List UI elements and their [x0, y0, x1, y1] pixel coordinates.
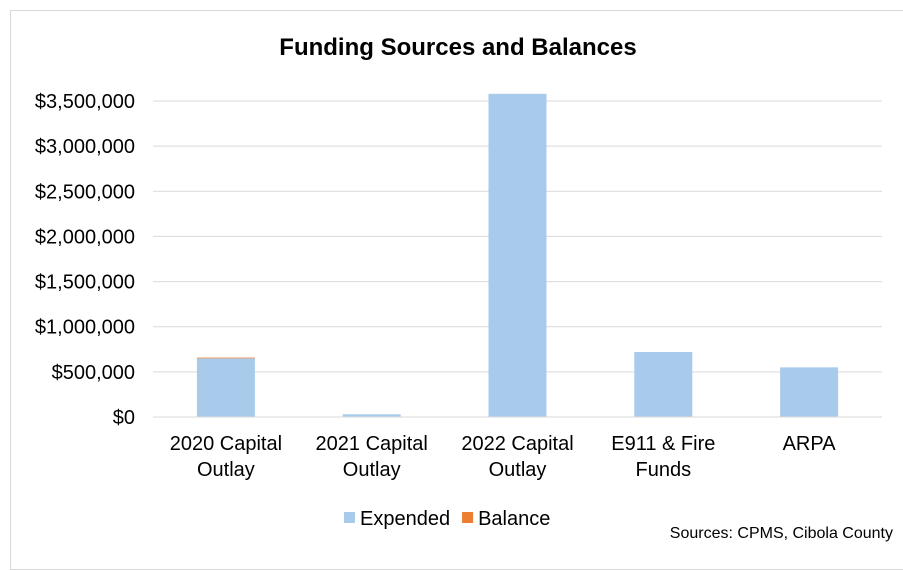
category-label: 2021 Capital [316, 433, 428, 455]
y-tick-label: $1,000,000 [35, 317, 135, 339]
legend-swatch-balance [462, 512, 473, 523]
y-axis-tick-labels: $0 $500,000 $1,000,000 $1,500,000 $2,000,000… [35, 91, 135, 429]
category-label: Outlay [489, 459, 547, 481]
y-tick-label: $0 [113, 407, 135, 429]
y-tick-label: $500,000 [52, 362, 135, 384]
category-label: Outlay [343, 459, 401, 481]
bars [197, 94, 838, 417]
y-tick-label: $3,500,000 [35, 91, 135, 113]
category-label: E911 & Fire [611, 433, 715, 455]
category-labels: 2020 Capital Outlay 2021 Capital Outlay 2022… [170, 433, 837, 481]
bar-expended [197, 358, 255, 417]
bar-expended [634, 352, 692, 417]
source-note: Sources: CPMS, Cibola County [670, 525, 893, 542]
bar-expended [489, 94, 547, 417]
category-label: Outlay [197, 459, 255, 481]
legend-swatch-expended [344, 512, 355, 523]
category-label: Funds [636, 459, 692, 481]
legend: Expended Balance [344, 508, 550, 530]
bar-balance [197, 358, 255, 359]
category-label: 2022 Capital [461, 433, 573, 455]
legend-label: Expended [360, 508, 450, 530]
y-tick-label: $1,500,000 [35, 272, 135, 294]
bar-expended [780, 367, 838, 417]
category-label: ARPA [783, 433, 837, 455]
legend-label: Balance [478, 508, 550, 530]
y-tick-label: $3,000,000 [35, 136, 135, 158]
chart-title: Funding Sources and Balances [279, 34, 636, 61]
chart: Funding Sources and Balances $0$500,000$… [0, 0, 903, 548]
y-tick-label: $2,000,000 [35, 226, 135, 248]
category-label: 2020 Capital [170, 433, 282, 455]
y-tick-label: $2,500,000 [35, 181, 135, 203]
